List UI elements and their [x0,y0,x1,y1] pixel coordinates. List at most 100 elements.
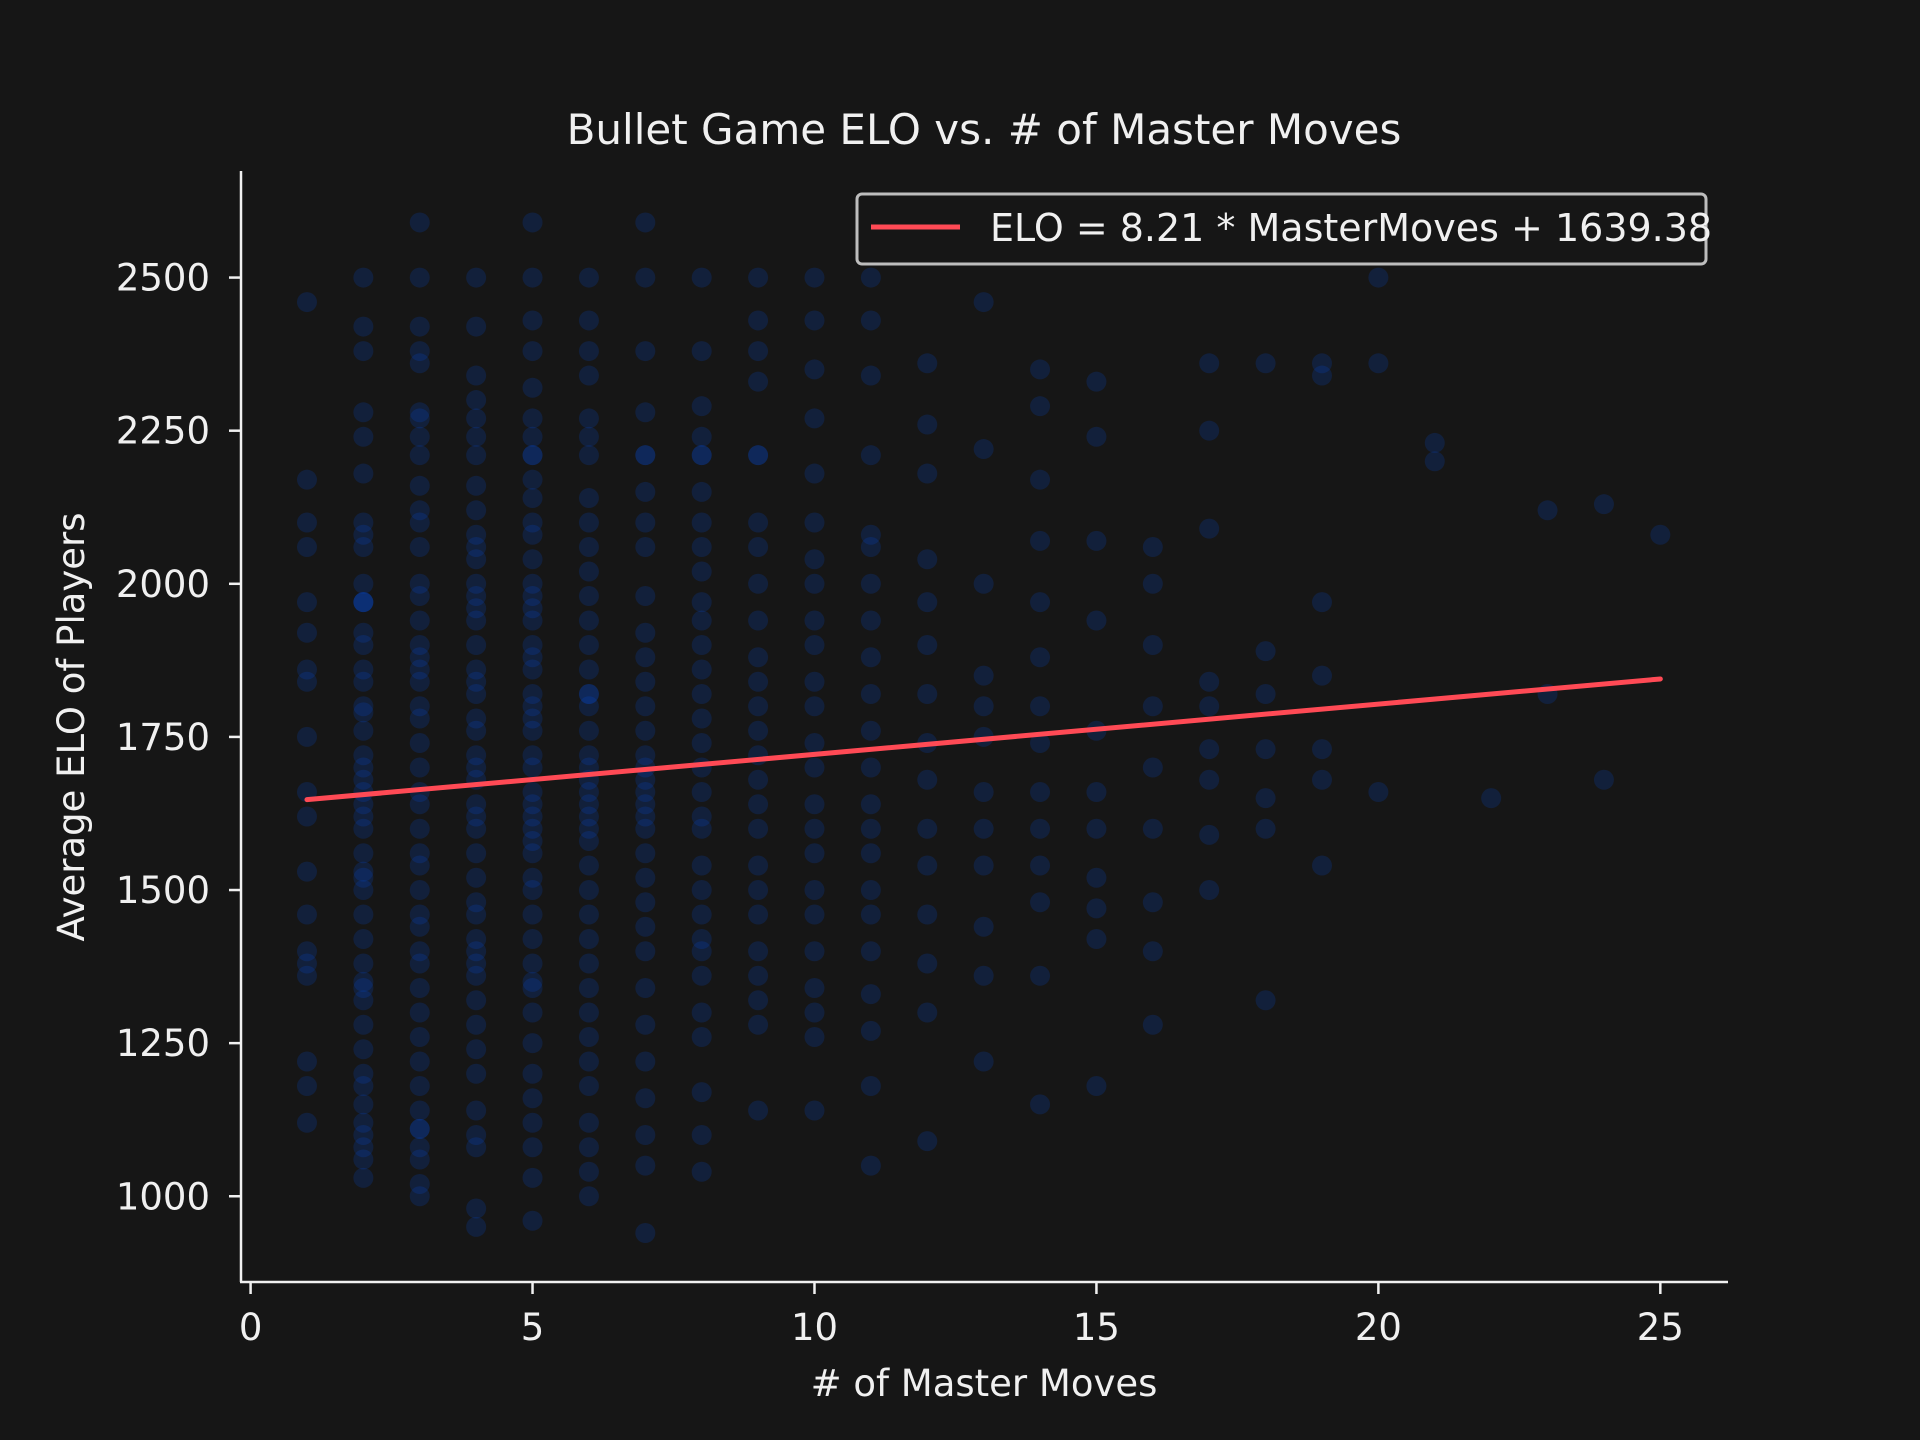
y-axis-label: Average ELO of Players [50,512,93,941]
data-point [635,341,656,362]
data-point [466,610,487,631]
data-point [522,708,543,729]
data-point [691,782,712,803]
data-point [973,782,994,803]
data-point [409,512,430,533]
data-point [1142,635,1163,656]
data-point [748,371,769,392]
data-point [353,659,374,680]
data-point [522,720,543,741]
data-point [860,310,881,331]
data-point [860,984,881,1005]
data-point [578,794,599,815]
y-tick-label: 2500 [116,257,210,300]
data-point [409,1149,430,1170]
data-point [1142,757,1163,778]
x-ticks: 0 5 10 15 20 25 [239,1282,1684,1349]
data-point [748,573,769,594]
data-point [578,1186,599,1207]
data-point [409,916,430,937]
data-point [353,592,374,613]
data-point [296,953,317,974]
data-point [804,880,825,901]
data-point [409,953,430,974]
data-point [748,537,769,558]
data-point [409,1174,430,1195]
data-point [578,831,599,852]
data-point [353,720,374,741]
data-point [578,561,599,582]
data-point [578,267,599,288]
data-point [635,794,656,815]
data-point [353,573,374,594]
data-point [466,843,487,864]
data-point [804,549,825,570]
data-point [466,867,487,888]
data-point [860,794,881,815]
data-point [578,445,599,466]
data-point [691,1082,712,1103]
data-point [1086,898,1107,919]
data-point [748,855,769,876]
data-point [578,745,599,766]
data-point [1142,696,1163,717]
data-point [522,696,543,717]
data-point [1593,494,1614,515]
data-point [578,1051,599,1072]
data-point [1255,684,1276,705]
data-point [1030,530,1051,551]
data-point [522,1002,543,1023]
data-point [635,647,656,668]
x-tick-label: 5 [521,1306,545,1349]
data-point [1311,739,1332,760]
data-point [1030,592,1051,613]
data-point [1255,788,1276,809]
data-point [860,365,881,386]
data-point [466,1100,487,1121]
data-point [1255,818,1276,839]
data-point [748,696,769,717]
data-point [466,1039,487,1060]
data-point [522,806,543,827]
data-point [804,904,825,925]
data-point [466,965,487,986]
data-point [578,365,599,386]
data-point [804,978,825,999]
data-point [1030,647,1051,668]
data-point [466,475,487,496]
data-point [860,757,881,778]
data-point [296,592,317,613]
data-point [1030,696,1051,717]
x-tick-label: 20 [1355,1306,1402,1349]
data-point [466,1063,487,1084]
data-point [409,316,430,337]
data-point [1086,867,1107,888]
data-point [353,1094,374,1115]
data-point [917,414,938,435]
data-point [917,684,938,705]
data-point [1142,941,1163,962]
data-point [522,635,543,656]
data-point [466,586,487,607]
data-point [409,733,430,754]
data-point [1030,855,1051,876]
data-point [748,818,769,839]
data-point [748,720,769,741]
data-point [917,1002,938,1023]
data-point [522,469,543,490]
x-tick-label: 10 [791,1306,838,1349]
data-point [1199,824,1220,845]
x-tick-label: 0 [239,1306,263,1349]
y-tick-label: 2000 [116,563,210,606]
data-point [804,573,825,594]
data-point [353,426,374,447]
data-point [409,573,430,594]
data-point [522,843,543,864]
data-point [635,537,656,558]
data-point [635,916,656,937]
data-point [578,1112,599,1133]
data-point [860,524,881,545]
legend: ELO = 8.21 * MasterMoves + 1639.38 [855,192,1712,266]
data-point [353,757,374,778]
data-point [353,818,374,839]
